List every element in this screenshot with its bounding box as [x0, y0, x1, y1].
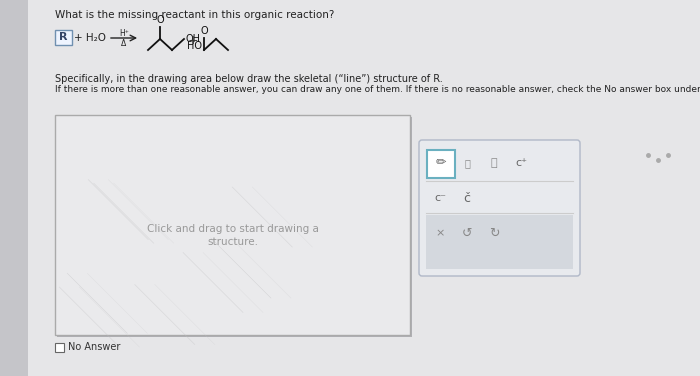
Text: c⁺: c⁺ [515, 158, 527, 168]
FancyBboxPatch shape [426, 215, 573, 269]
Text: R: R [59, 32, 67, 42]
Text: If there is more than one reasonable answer, you can draw any one of them. If th: If there is more than one reasonable ans… [55, 85, 700, 94]
Text: O: O [156, 15, 164, 25]
Text: OH: OH [186, 34, 201, 44]
FancyBboxPatch shape [419, 140, 580, 276]
FancyBboxPatch shape [28, 0, 700, 376]
Text: Click and drag to start drawing a: Click and drag to start drawing a [146, 224, 318, 234]
Text: structure.: structure. [207, 237, 258, 247]
Text: H⁺: H⁺ [119, 29, 129, 38]
FancyBboxPatch shape [55, 343, 64, 352]
Text: + H₂O: + H₂O [74, 33, 106, 43]
FancyBboxPatch shape [55, 29, 71, 44]
FancyBboxPatch shape [55, 115, 410, 335]
Text: O: O [200, 26, 208, 36]
Text: ↻: ↻ [489, 226, 499, 240]
Text: No Answer: No Answer [68, 343, 120, 353]
Text: 🗑: 🗑 [464, 158, 470, 168]
Text: +: + [188, 33, 198, 47]
Text: Specifically, in the drawing area below draw the skeletal (“line”) structure of : Specifically, in the drawing area below … [55, 74, 442, 84]
FancyBboxPatch shape [57, 117, 412, 337]
Text: ✏: ✏ [435, 156, 447, 170]
Text: ↺: ↺ [462, 226, 472, 240]
Text: ×: × [435, 228, 444, 238]
Text: č: č [463, 191, 470, 205]
Text: HO: HO [187, 41, 202, 51]
FancyBboxPatch shape [427, 150, 455, 178]
Text: ✋: ✋ [491, 158, 497, 168]
Text: Δ: Δ [121, 39, 127, 49]
Text: c⁻: c⁻ [434, 193, 446, 203]
Text: What is the missing reactant in this organic reaction?: What is the missing reactant in this org… [55, 10, 335, 20]
